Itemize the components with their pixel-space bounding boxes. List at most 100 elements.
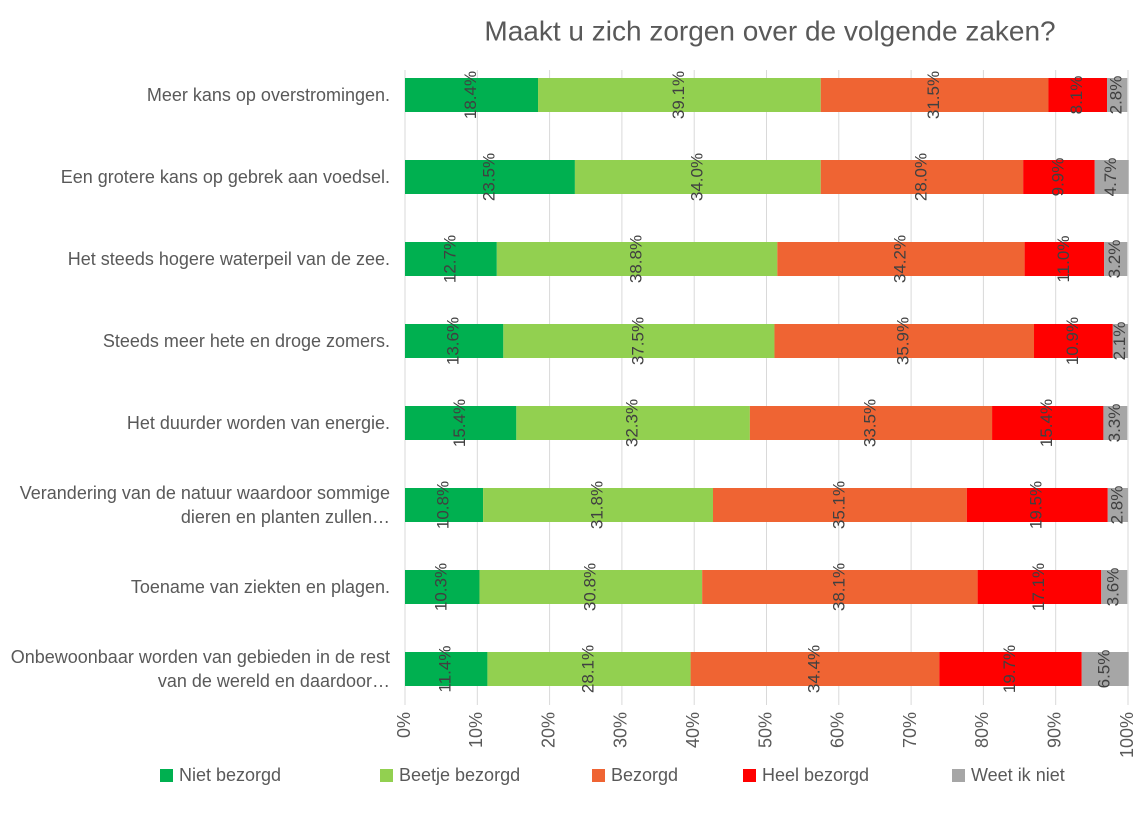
bar-segment [503,324,775,358]
x-tick-label: 90% [1044,712,1064,748]
data-label: 38.1% [829,563,848,611]
data-label: 17.1% [1029,563,1048,611]
y-tick-label: Toename van ziekten en plagen. [130,577,390,597]
bar-segment [777,242,1025,276]
legend-swatch [160,769,173,782]
x-tick-label: 0% [394,712,414,738]
bar-segment [820,78,1049,112]
y-tick-label: Een grotere kans op gebrek aan voedsel. [60,167,390,187]
bar-segment [516,406,750,440]
data-label: 10.8% [434,481,453,529]
x-tick-label: 100% [1117,712,1137,758]
bar-segment [1024,242,1105,276]
y-tick-label: Verandering van de natuur waardoor sommi… [19,483,390,527]
bar-segment [479,570,703,604]
data-label: 15.4% [450,399,469,447]
data-label: 31.5% [924,71,943,119]
data-label: 3.3% [1105,404,1124,443]
legend-label: Heel bezorgd [762,765,869,785]
data-label: 10.9% [1063,317,1082,365]
data-label: 34.4% [804,645,823,693]
data-label: 28.0% [911,153,930,201]
bar-segment [774,324,1035,358]
data-label: 34.2% [890,235,909,283]
bar-segment [405,160,575,194]
x-tick-label: 10% [466,712,486,748]
x-tick-label: 70% [900,712,920,748]
data-label: 38.8% [627,235,646,283]
data-label: 30.8% [580,563,599,611]
y-tick-label: Het steeds hogere waterpeil van de zee. [67,249,390,269]
y-tick-label: Steeds meer hete en droge zomers. [102,331,390,351]
data-label: 23.5% [479,153,498,201]
legend-swatch [743,769,756,782]
legend-label: Niet bezorgd [179,765,281,785]
data-label: 39.1% [669,71,688,119]
y-tick-label: Het duurder worden van energie. [126,413,390,433]
y-tick-label: Onbewoonbaar worden van gebieden in de r… [10,647,390,691]
x-tick-label: 20% [538,712,558,748]
data-label: 10.3% [432,563,451,611]
legend-swatch [592,769,605,782]
bar-segment [1023,160,1095,194]
bar-segment [1101,570,1128,604]
bar-segment [496,242,778,276]
chart-title: Maakt u zich zorgen over de volgende zak… [484,15,1055,46]
data-label: 8.1% [1067,76,1086,115]
bar-segment [1107,78,1128,112]
data-label: 18.4% [461,71,480,119]
bar-segment [538,78,821,112]
bar-segment [405,242,497,276]
bar-segment [1094,160,1129,194]
data-label: 33.5% [860,399,879,447]
legend-swatch [952,769,965,782]
data-label: 11.0% [1054,236,1073,283]
data-label: 6.5% [1095,650,1114,689]
data-label: 31.8% [588,481,607,529]
bar-segment [712,488,967,522]
bar-segment [992,406,1104,440]
legend-label: Weet ik niet [971,765,1065,785]
bar-segment [1112,324,1128,358]
legend-swatch [380,769,393,782]
data-label: 15.4% [1037,399,1056,447]
data-label: 19.5% [1027,481,1046,529]
bar-segment [405,406,517,440]
legend-label: Bezorgd [611,765,678,785]
bar-segment [1081,652,1129,686]
bar-segment [749,406,993,440]
data-label: 11.4% [436,646,455,693]
x-tick-label: 40% [683,712,703,748]
data-label: 3.2% [1105,240,1124,279]
data-label: 12.7% [440,235,459,283]
data-label: 2.1% [1110,322,1129,361]
x-tick-label: 50% [755,712,775,748]
bar-segment [405,488,484,522]
bar-segment [405,570,480,604]
bar-segment [405,652,488,686]
bar-segment [574,160,821,194]
data-label: 35.1% [829,481,848,529]
bar-segment [1048,78,1108,112]
data-label: 35.9% [894,317,913,365]
data-label: 13.6% [444,317,463,365]
bar-segment [820,160,1024,194]
bar-segment [1034,324,1113,358]
legend-label: Beetje bezorgd [399,765,520,785]
data-label: 37.5% [628,317,647,365]
bar-segment [977,570,1102,604]
bar-segment [405,78,539,112]
x-tick-label: 80% [972,712,992,748]
bar-segment [405,324,504,358]
bar-segment [487,652,691,686]
bar-segment [702,570,978,604]
data-label: 2.8% [1107,486,1126,525]
bar-segment [1103,406,1128,440]
data-label: 2.8% [1107,76,1126,115]
x-tick-label: 30% [611,712,631,748]
data-label: 19.7% [1000,645,1019,693]
bar-segment [1107,488,1128,522]
data-label: 28.1% [578,645,597,693]
